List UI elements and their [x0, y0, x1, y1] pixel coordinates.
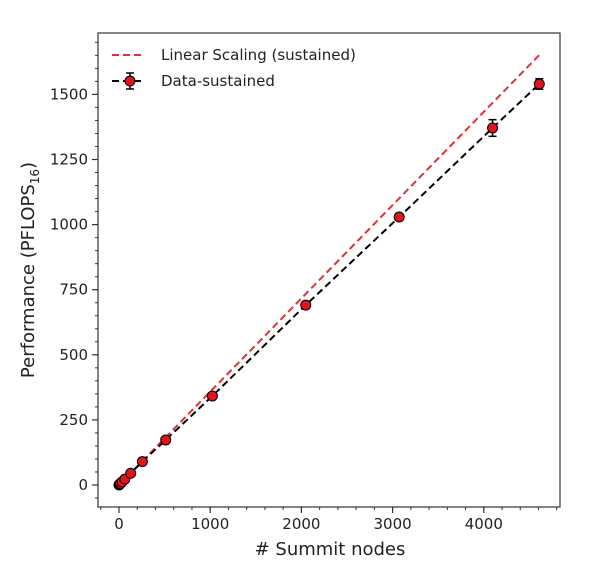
marker-circle	[393, 211, 405, 223]
x-tick-label: 4000	[465, 515, 503, 533]
data-point	[125, 467, 137, 479]
marker-circle	[136, 456, 148, 468]
y-tick-label: 0	[78, 476, 88, 494]
legend-box	[104, 40, 394, 98]
axes: 0 1000 2000 3000 4000 0 250 500 750 1000 1250 1500	[50, 32, 561, 533]
x-tick-label: 3000	[374, 515, 412, 533]
y-tick-label: 1500	[50, 85, 88, 103]
data-point	[160, 434, 172, 446]
data-point	[206, 390, 218, 402]
marker-circle	[125, 467, 137, 479]
legend-label-data: Data-sustained	[161, 72, 275, 90]
y-tick-label: 250	[59, 411, 88, 429]
legend: Linear Scaling (sustained) Data-sustaine…	[104, 40, 394, 98]
y-tick-label: 500	[59, 346, 88, 364]
axes-frame	[97, 32, 561, 508]
series-layer	[113, 54, 545, 491]
y-axis-label: Performance (PFLOPS16)	[18, 162, 42, 378]
data-point	[393, 211, 405, 223]
x-axis-label: # Summit nodes	[255, 539, 406, 560]
x-tick-label: 0	[114, 515, 124, 533]
data-point	[487, 118, 499, 138]
marker-circle	[206, 390, 218, 402]
linear-scaling-line	[118, 54, 540, 486]
data-point	[533, 78, 545, 90]
y-tick-label: 1250	[50, 151, 88, 169]
y-tick-label: 1000	[50, 216, 88, 234]
x-tick-label: 1000	[191, 515, 229, 533]
marker-circle	[300, 299, 312, 311]
marker-circle	[487, 122, 499, 134]
data-point	[300, 299, 312, 311]
y-tick-label: 750	[59, 281, 88, 299]
marker-circle	[160, 434, 172, 446]
legend-label-linear: Linear Scaling (sustained)	[161, 46, 356, 64]
data-point	[136, 456, 148, 468]
legend-data-swatch	[112, 72, 144, 90]
x-tick-label: 2000	[282, 515, 320, 533]
marker-circle	[533, 78, 545, 90]
